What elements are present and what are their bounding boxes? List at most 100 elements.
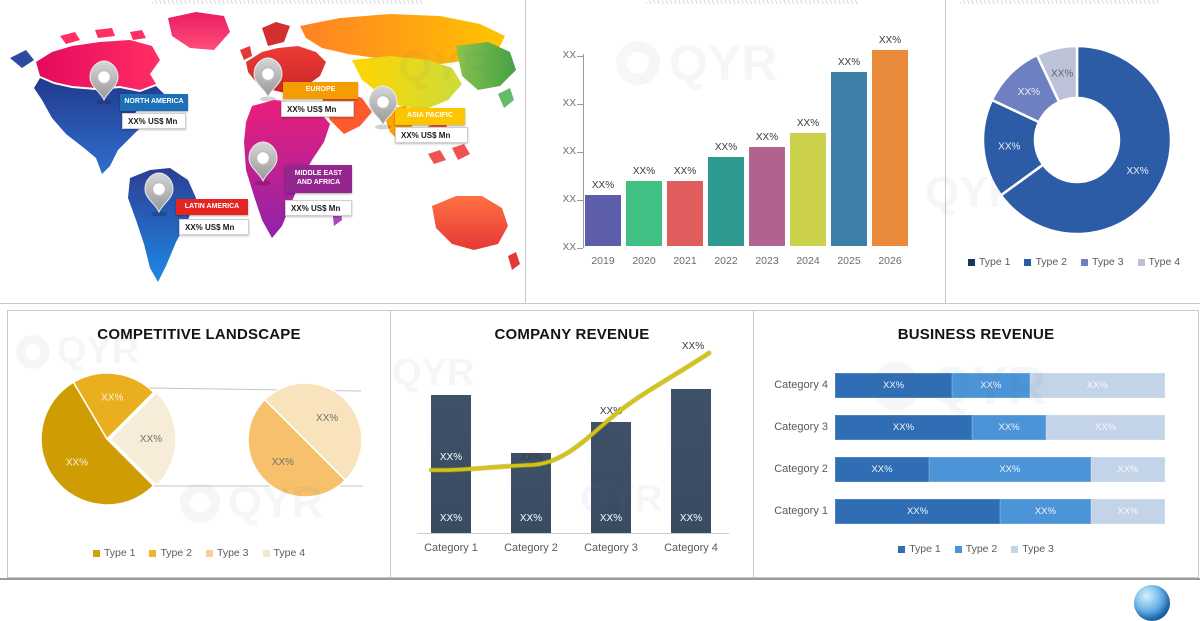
panel-regional-map: NORTH AMERICA XX% US$ Mn EUROPE XX% US$ … [0, 0, 526, 304]
pie-of-pie-chart: XX% XX% XX% XX% XX% [40, 372, 363, 506]
bar-value-label: XX% [796, 118, 820, 129]
legend-item: Type 3 [206, 547, 249, 559]
bar-bottom-label: XX% [599, 513, 623, 524]
continent-canada [36, 40, 160, 90]
legend-swatch [1024, 258, 1032, 266]
legend-label: Type 1 [978, 256, 1011, 268]
bar-value-label: XX% [714, 142, 738, 153]
x-tick-2019: 2019 [591, 255, 615, 267]
company-revenue-trend-line [428, 350, 712, 473]
y-tick-mark [577, 248, 583, 249]
continent-australia [432, 196, 508, 250]
x-tick-2026: 2026 [878, 255, 902, 267]
legend-label: Type 3 [217, 547, 249, 559]
legend-swatch [262, 549, 270, 557]
legend-item: Type 2 [954, 543, 997, 555]
main-pie-slice [108, 391, 177, 487]
segment-type-2: XX% [952, 373, 1030, 398]
legend-label: Type 1 [103, 547, 136, 559]
bar-2019 [585, 195, 621, 246]
legend-label: Type 4 [1148, 256, 1181, 268]
y-axis-line [583, 54, 584, 248]
panel-competitive-landscape: COMPETITIVE LANDSCAPE XX% XX% XX% XX% XX% Ty… [7, 310, 391, 578]
legend-label: Type 4 [273, 547, 306, 559]
continent-central-asia [352, 56, 462, 110]
segment-type-3: XX% [1046, 415, 1165, 440]
legend-swatch [898, 545, 906, 553]
region-label-middle-east-africa: MIDDLE EAST AND AFRICA [285, 165, 352, 193]
legend-item: Type 2 [149, 547, 192, 559]
cropped-panel-title [960, 0, 1160, 4]
region-label-europe: EUROPE [283, 82, 358, 99]
segment-type-1: XX% [835, 499, 1000, 524]
bar-value-label: XX% [878, 35, 902, 46]
main-pie-slice [72, 372, 155, 441]
bar-2020 [626, 181, 662, 246]
bar-value-label: XX% [673, 166, 697, 177]
legend-swatch [149, 549, 157, 557]
x-tick-2021: 2021 [673, 255, 697, 267]
continent-arctic-islands [60, 28, 146, 44]
region-value-north-america: XX% US$ Mn [122, 113, 186, 129]
company-revenue-chart: XX% Category 1 XX% Category 2 XX% Category 3 X… [391, 311, 753, 577]
cropped-panel-title [152, 0, 424, 4]
continent-greenland [168, 12, 230, 50]
donut-legend: Type 1 Type 2 Type 3 Type 4 [946, 256, 1200, 268]
row-label-category-3: Category 3 [774, 421, 828, 433]
row-label-category-4: Category 4 [774, 379, 828, 391]
continent-uk [240, 46, 252, 60]
x-category-label: Category 2 [504, 542, 558, 554]
competitive-legend: Type 1 Type 2 Type 3 Type 4 [8, 547, 390, 559]
legend-item: Type 3 [1011, 543, 1054, 555]
main-slice-label: XX% [66, 457, 88, 468]
bar-category-3 [591, 422, 631, 533]
bar-bottom-label: XX% [439, 513, 463, 524]
x-category-label: Category 4 [664, 542, 718, 554]
legend-swatch [92, 549, 100, 557]
bar-2023 [749, 147, 785, 246]
legend-item: Type 1 [92, 547, 136, 559]
donut-slice-label: XX% [1051, 69, 1073, 80]
y-tick-label: XX [562, 50, 576, 61]
stacked-bar-category-2: XX% XX% XX% [835, 457, 1165, 482]
bar-2022 [708, 157, 744, 246]
legend-item: Type 1 [898, 543, 941, 555]
y-tick-label: XX [562, 194, 576, 205]
legend-item: Type 2 [1024, 256, 1067, 268]
bar-bottom-label: XX% [679, 513, 703, 524]
bar-2026 [872, 50, 908, 246]
bar-2025 [831, 72, 867, 246]
main-slice-label: XX% [101, 392, 123, 403]
cropped-panel-title [646, 0, 858, 4]
y-tick-mark [577, 152, 583, 153]
continent-russia [300, 14, 505, 64]
y-tick-label: XX [562, 242, 576, 253]
legend-swatch [1137, 258, 1145, 266]
main-pie-slice [40, 381, 155, 506]
y-tick-mark [577, 104, 583, 105]
secondary-slice-label: XX% [272, 457, 294, 468]
legend-item: Type 4 [1137, 256, 1181, 268]
x-tick-2023: 2023 [755, 255, 779, 267]
bar-value-label: XX% [632, 166, 656, 177]
bar-category-1 [431, 395, 471, 533]
panel-market-growth-chart: XX XX XX XX XX XX% 2019 XX% 2020 XX% 2021 XX% 2022 XX… [525, 0, 946, 304]
x-axis-line [417, 533, 729, 534]
secondary-pie-slice [263, 382, 363, 482]
region-value-latin-america: XX% US$ Mn [179, 219, 249, 235]
donut-chart: XX% XX% XX% XX% [981, 44, 1173, 236]
donut-slice-label: XX% [1126, 166, 1148, 177]
y-tick-mark [577, 200, 583, 201]
x-tick-2025: 2025 [837, 255, 861, 267]
legend-swatch [1011, 545, 1019, 553]
legend-label: Type 3 [1022, 543, 1054, 555]
region-value-asia-pacific: XX% US$ Mn [395, 127, 468, 143]
continent-alaska [10, 50, 34, 68]
x-category-label: Category 1 [424, 542, 478, 554]
stacked-bar-category-3: XX% XX% XX% [835, 415, 1165, 440]
donut-slice-label: XX% [1018, 87, 1040, 98]
segment-type-1: XX% [835, 457, 930, 482]
legend-item: Type 1 [967, 256, 1011, 268]
segment-type-2: XX% [971, 415, 1047, 440]
